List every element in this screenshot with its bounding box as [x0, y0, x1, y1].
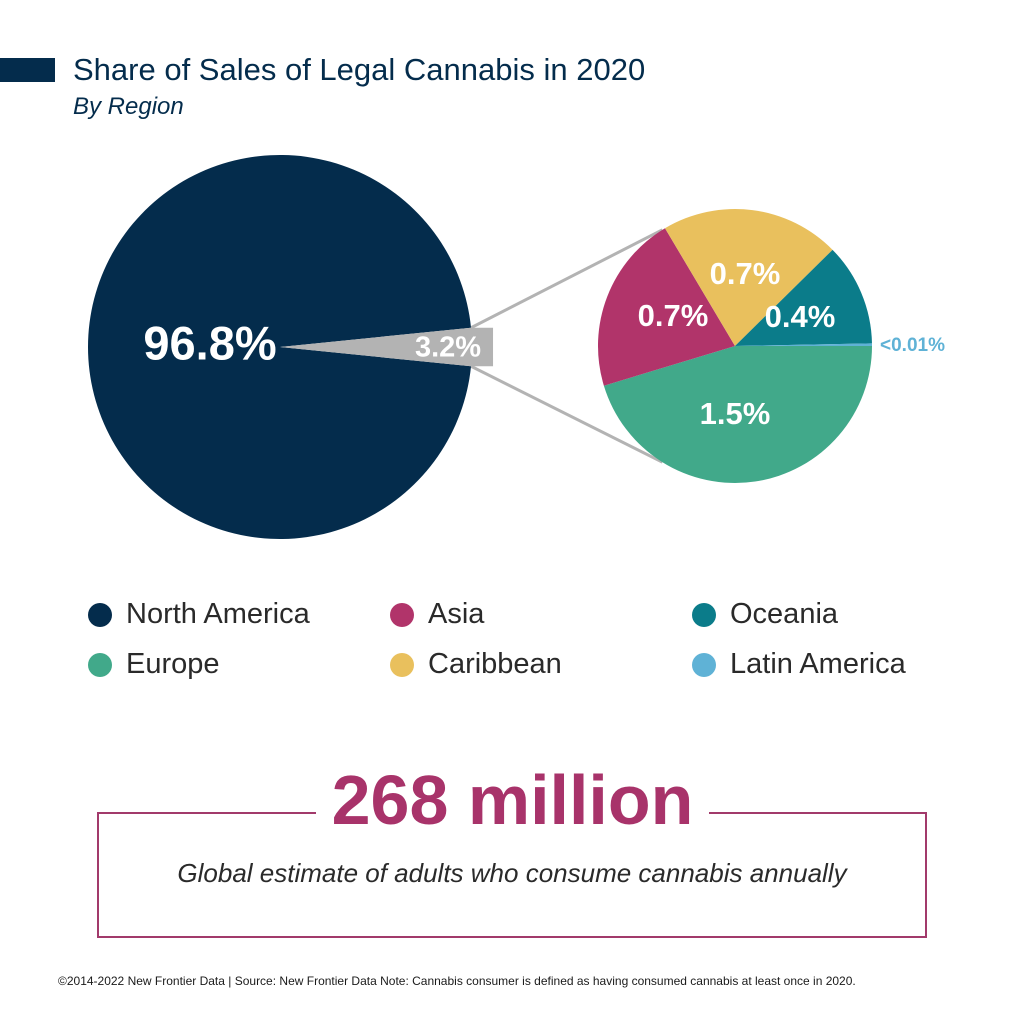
legend-item-oceania: Oceania	[692, 598, 838, 631]
connector-line-top	[470, 228, 664, 330]
legend-swatch	[692, 652, 716, 677]
legend-swatch	[88, 652, 112, 677]
legend-swatch	[692, 602, 716, 627]
legend-label: North America	[126, 598, 310, 630]
pie-label-latin-america: <0.01%	[880, 335, 945, 356]
pie-slice-caribbean	[665, 209, 833, 346]
stat-value-text: 268 million	[315, 761, 710, 839]
pie-slice-3-2-percent	[280, 327, 494, 367]
legend-item-latin-america: Latin America	[692, 648, 906, 681]
legend-item-europe: Europe	[88, 648, 220, 681]
legend-swatch	[88, 602, 112, 627]
chart-title: Share of Sales of Legal Cannabis in 2020	[73, 52, 646, 87]
legend-label: Oceania	[730, 598, 839, 630]
stat-caption: Global estimate of adults who consume ca…	[177, 858, 847, 888]
legend-swatch	[390, 602, 414, 627]
legend-item-north-america: North America	[88, 598, 310, 631]
pie-label-oceania: 0.4%	[765, 299, 836, 334]
pie-label-north-america: 96.8%	[143, 316, 276, 369]
legend-label: Latin America	[730, 648, 906, 680]
pie-chart: 96.8% 3.2% 1.5% 0.7%0.7% 0.4% <0.01%	[88, 154, 945, 540]
connector-line-bottom	[470, 364, 664, 464]
pie-slice-asia	[598, 228, 735, 386]
legend-item-caribbean: Caribbean	[390, 648, 562, 681]
pie-slice-north-america	[88, 154, 472, 540]
chart-subtitle: By Region	[73, 93, 184, 120]
footer-note: ©2014-2022 New Frontier Data | Source: N…	[58, 974, 856, 988]
legend-label: Asia	[428, 598, 485, 630]
pie-label-3-2-percent: 3.2%	[415, 332, 481, 364]
legend-item-asia: Asia	[390, 598, 484, 631]
pie-label-caribbean: 0.7%	[710, 256, 781, 291]
pie-slice-oceania	[735, 249, 872, 346]
legend-label: Caribbean	[428, 648, 562, 680]
stat-value: 268 million	[0, 760, 1025, 840]
pie-slice-europe	[603, 346, 872, 484]
pie-label-europe: 1.5%	[700, 396, 771, 431]
pie-label-asia: 0.7%	[638, 298, 709, 333]
legend-swatch	[390, 652, 414, 677]
legend-label: Europe	[126, 648, 220, 680]
pie-slice-latin-america	[735, 343, 872, 346]
title-accent-bar	[0, 58, 55, 82]
